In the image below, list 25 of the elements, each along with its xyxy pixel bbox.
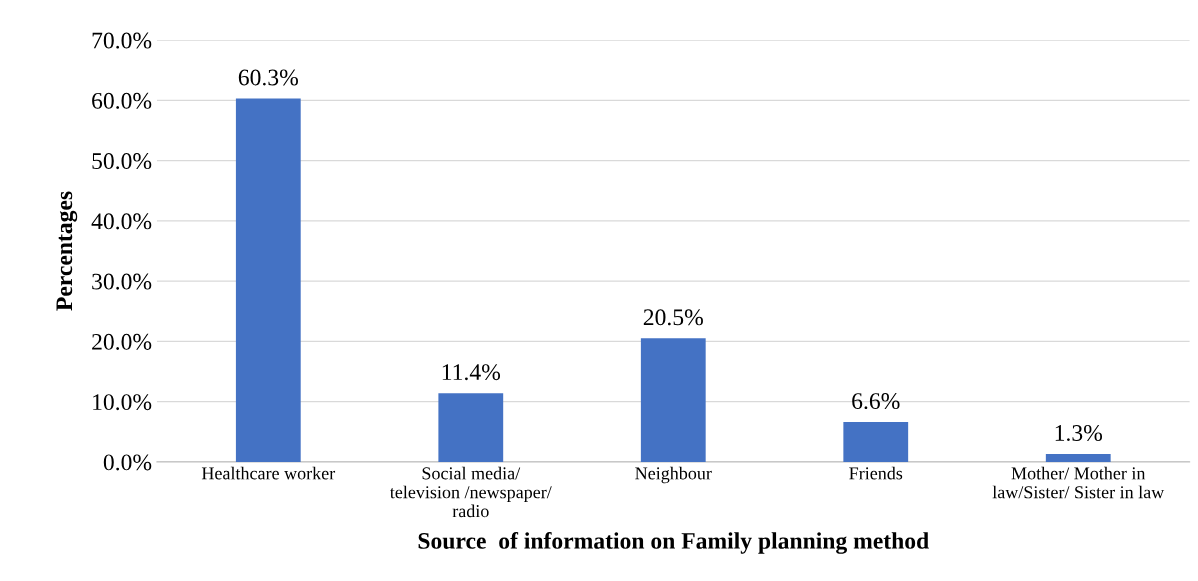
x-tick-label: Friends <box>849 466 903 480</box>
x-axis-title: Source of information on Family planning method <box>418 532 929 554</box>
data-label: 11.4% <box>442 364 501 381</box>
data-label: 20.5% <box>643 309 703 326</box>
y-tick-label: 60.0% <box>92 92 152 109</box>
x-tick-label: Mother/ Mother in law/Sister/ Sister in law <box>992 466 1165 499</box>
y-tick-label: 0.0% <box>103 454 152 471</box>
x-tick-label: Social media/ television /newspaper/ radio <box>389 466 552 518</box>
bar <box>1045 454 1111 462</box>
y-tick-label: 20.0% <box>92 333 152 350</box>
data-label: 1.3% <box>1055 425 1103 442</box>
data-label: 6.6% <box>852 393 900 410</box>
y-tick-label: 40.0% <box>91 213 152 230</box>
bar <box>438 393 504 462</box>
y-tick-label: 30.0% <box>92 273 152 290</box>
x-tick-label: Healthcare worker <box>201 466 336 480</box>
bar <box>640 338 706 462</box>
bar <box>843 422 909 462</box>
data-label: 60.3% <box>238 69 298 86</box>
y-axis-title: Percentages <box>56 191 78 311</box>
bar <box>235 98 301 462</box>
x-tick-label: Neighbour <box>635 466 712 484</box>
y-tick-label: 70.0% <box>92 32 152 49</box>
y-tick-label: 50.0% <box>92 153 152 170</box>
y-tick-label: 10.0% <box>93 394 152 411</box>
